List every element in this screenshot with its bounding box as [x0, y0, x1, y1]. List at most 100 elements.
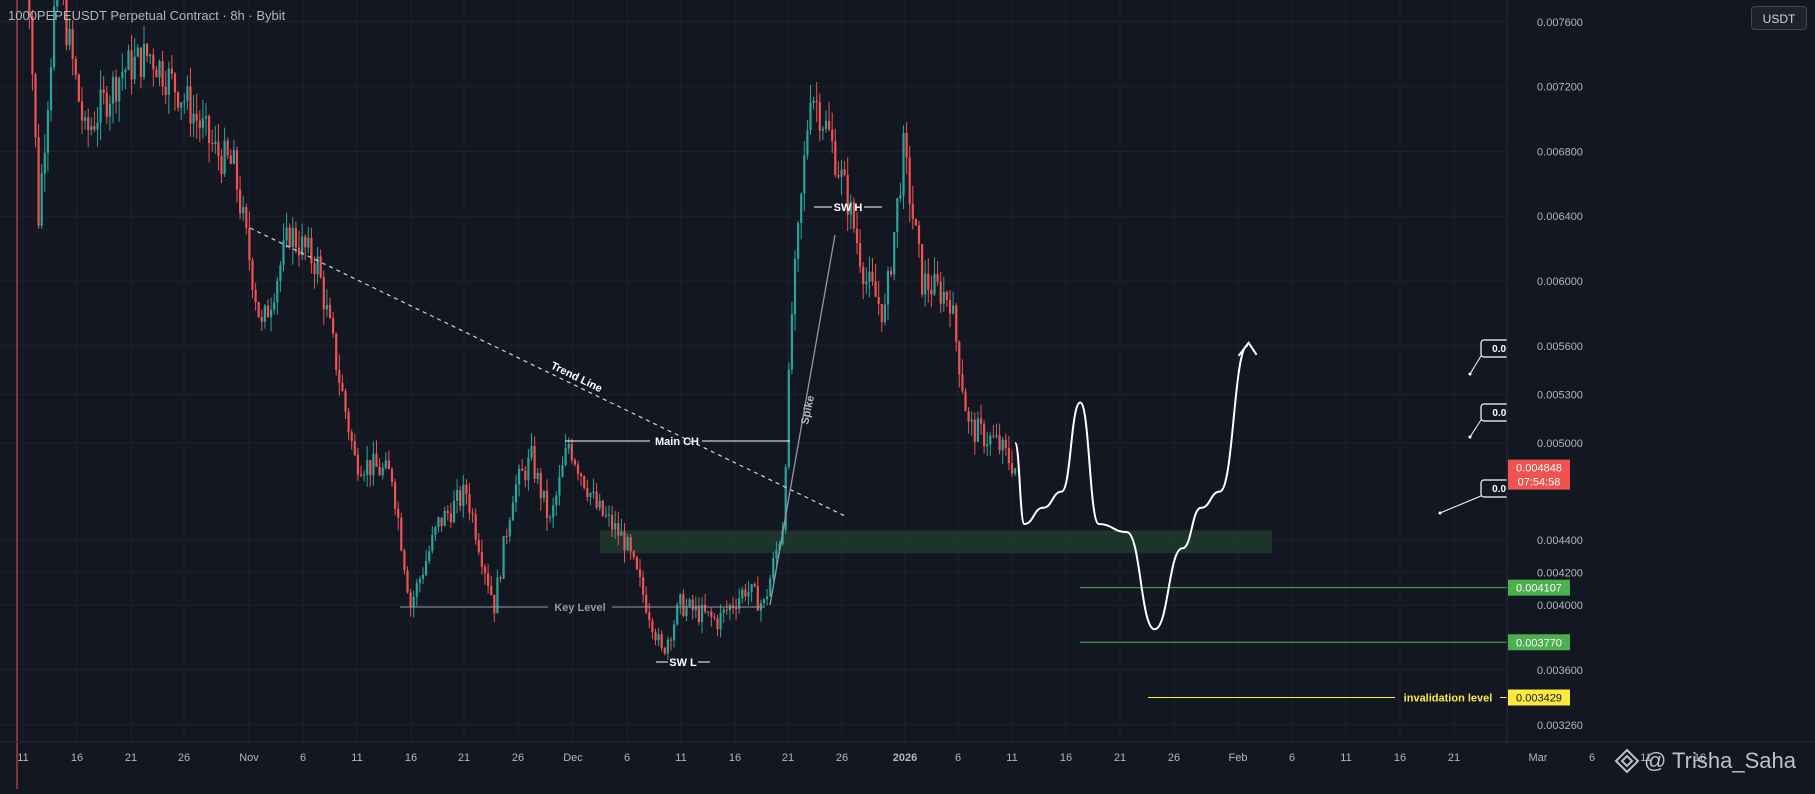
candle	[688, 599, 691, 606]
candle	[31, 16, 34, 75]
candle	[722, 609, 725, 613]
candle	[139, 47, 142, 78]
candle	[769, 578, 772, 597]
candle	[477, 539, 480, 553]
x-tick-label: Dec	[563, 752, 583, 764]
candle	[446, 511, 449, 514]
y-tick-label: 0.007600	[1537, 17, 1583, 29]
candle	[415, 582, 418, 597]
candle	[301, 236, 304, 256]
chart-title: 1000PEPEUSDT Perpetual Contract · 8h · B…	[8, 8, 286, 23]
x-tick-label: 11	[1640, 752, 1651, 764]
candle	[49, 67, 53, 111]
candle	[449, 513, 452, 523]
candle	[152, 54, 155, 70]
candle	[986, 444, 989, 447]
candle	[260, 317, 263, 322]
candle	[164, 86, 167, 95]
candle	[142, 43, 146, 78]
candle	[335, 333, 338, 370]
tradingview-logo-icon	[1614, 748, 1640, 774]
candle	[930, 289, 933, 295]
projection-path	[1014, 344, 1249, 631]
candle	[338, 369, 341, 383]
candle	[545, 490, 549, 518]
candle	[979, 418, 983, 424]
candle	[242, 206, 245, 214]
candle	[967, 411, 970, 422]
candle	[527, 457, 530, 481]
candle	[620, 531, 623, 536]
candle	[434, 527, 437, 536]
candle	[428, 551, 431, 561]
candle	[766, 596, 769, 600]
candle	[71, 28, 74, 59]
candle	[53, 6, 56, 68]
candle	[921, 244, 924, 295]
x-tick-label: 26	[178, 752, 190, 764]
candle	[806, 130, 809, 156]
candle	[787, 369, 790, 468]
candle	[998, 435, 1001, 451]
candle	[443, 511, 446, 526]
currency-button[interactable]: USDT	[1751, 6, 1807, 30]
x-tick-label: 16	[405, 752, 417, 764]
target-pointer	[1469, 419, 1482, 438]
candle	[325, 305, 328, 310]
candle	[452, 500, 456, 523]
candle	[917, 225, 921, 245]
price-axis-label: 0.003429	[1516, 693, 1562, 705]
candle	[118, 78, 121, 102]
candle	[347, 411, 350, 433]
candle	[99, 89, 102, 123]
candle	[583, 476, 586, 488]
candle	[784, 467, 787, 531]
candle	[691, 599, 694, 611]
candle	[418, 578, 421, 583]
candle	[586, 487, 589, 498]
candle	[518, 468, 521, 485]
candle	[976, 418, 979, 442]
candle	[462, 484, 465, 506]
candle	[90, 126, 93, 130]
candle	[105, 92, 108, 117]
candle	[778, 544, 781, 550]
candle	[871, 271, 874, 282]
candle	[852, 201, 855, 229]
candle	[539, 472, 542, 499]
candle	[372, 453, 375, 476]
candle	[1014, 468, 1017, 474]
candle	[828, 120, 831, 130]
candle	[332, 317, 335, 334]
candle	[68, 28, 71, 46]
candle	[576, 464, 580, 474]
candle	[294, 228, 297, 248]
candle	[660, 634, 663, 649]
candle	[877, 296, 880, 304]
candle	[744, 589, 747, 597]
candle	[762, 599, 766, 603]
candle	[239, 189, 242, 214]
candle	[344, 390, 347, 412]
candle	[992, 435, 995, 437]
candle	[465, 484, 468, 494]
candle	[490, 585, 493, 595]
candle	[440, 517, 443, 526]
candle	[849, 201, 852, 215]
candle	[549, 517, 552, 519]
y-tick-label: 0.003260	[1537, 720, 1583, 732]
x-tick-label: 6	[624, 752, 630, 764]
x-tick-label: 26	[512, 752, 524, 764]
x-tick-label: 21	[1114, 752, 1126, 764]
candle	[369, 459, 372, 476]
x-tick-label: 16	[1060, 752, 1072, 764]
candle	[493, 594, 496, 614]
candle	[893, 232, 896, 275]
candle	[595, 491, 598, 508]
candle	[251, 260, 254, 290]
grid-lines	[0, 0, 1507, 742]
candle	[747, 592, 750, 597]
candle	[911, 203, 914, 219]
